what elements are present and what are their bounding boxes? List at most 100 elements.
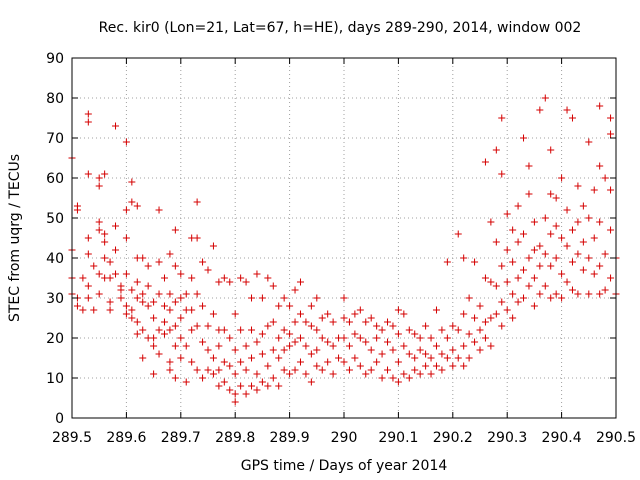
data-point: [209, 354, 217, 362]
y-tick-label: 0: [55, 411, 64, 427]
x-tick-label: 289.6: [106, 430, 146, 446]
data-point: [150, 314, 158, 322]
data-point: [248, 294, 256, 302]
data-point: [231, 346, 239, 354]
chart-title: Rec. kir0 (Lon=21, Lat=67, h=HE), days 2…: [99, 20, 582, 36]
data-point: [563, 278, 571, 286]
data-point: [514, 298, 522, 306]
data-point: [400, 342, 408, 350]
data-point: [384, 338, 392, 346]
data-point: [269, 282, 277, 290]
data-point: [503, 210, 511, 218]
data-point: [150, 342, 158, 350]
data-point: [160, 302, 168, 310]
data-point: [258, 294, 266, 302]
data-point: [122, 310, 130, 318]
data-point: [188, 358, 196, 366]
data-point: [324, 338, 332, 346]
data-point: [237, 382, 245, 390]
data-point: [351, 330, 359, 338]
data-point: [182, 342, 190, 350]
data-point: [275, 382, 283, 390]
data-point: [596, 290, 604, 298]
data-point: [351, 354, 359, 362]
data-point: [302, 342, 310, 350]
x-tick-label: 290.4: [542, 430, 582, 446]
data-point: [465, 294, 473, 302]
data-point: [128, 314, 136, 322]
data-point: [525, 190, 533, 198]
data-point: [568, 226, 576, 234]
data-point: [193, 366, 201, 374]
data-point: [362, 370, 370, 378]
x-tick-labels: 289.5 289.6 289.7 289.8 289.9 290 290.1 290.2 29…: [52, 430, 636, 446]
data-point: [275, 354, 283, 362]
data-point: [574, 250, 582, 258]
data-point: [204, 366, 212, 374]
data-point: [514, 274, 522, 282]
data-point: [248, 382, 256, 390]
data-point: [487, 314, 495, 322]
data-point: [405, 374, 413, 382]
data-point: [481, 158, 489, 166]
data-point: [160, 274, 168, 282]
data-point: [144, 302, 152, 310]
data-point: [449, 322, 457, 330]
data-point: [509, 258, 517, 266]
data-point: [286, 370, 294, 378]
data-point: [487, 278, 495, 286]
data-point: [394, 358, 402, 366]
data-point: [454, 354, 462, 362]
data-point: [139, 254, 147, 262]
data-point: [166, 306, 174, 314]
data-point: [220, 358, 228, 366]
data-point: [460, 342, 468, 350]
data-point: [552, 290, 560, 298]
data-point: [84, 234, 92, 242]
data-point: [296, 310, 304, 318]
x-tick-label: 289.9: [270, 430, 310, 446]
data-point: [139, 354, 147, 362]
data-point: [460, 254, 468, 262]
data-point: [204, 322, 212, 330]
data-point: [422, 350, 430, 358]
data-point: [438, 366, 446, 374]
data-point: [171, 262, 179, 270]
data-point: [280, 294, 288, 302]
data-point: [215, 382, 223, 390]
data-point: [568, 258, 576, 266]
data-point: [498, 298, 506, 306]
x-tick-label: 290.3: [487, 430, 527, 446]
data-point: [95, 182, 103, 190]
data-point: [340, 294, 348, 302]
data-point: [269, 346, 277, 354]
data-point: [101, 230, 109, 238]
data-point: [122, 302, 130, 310]
data-point: [536, 106, 544, 114]
data-point: [199, 374, 207, 382]
data-point: [487, 342, 495, 350]
data-point: [563, 206, 571, 214]
x-tick-label: 290.2: [433, 430, 473, 446]
data-point: [373, 322, 381, 330]
y-tick-label: 10: [46, 371, 64, 387]
y-tick-label: 80: [46, 91, 64, 107]
data-point: [601, 174, 609, 182]
data-point: [492, 238, 500, 246]
data-point: [558, 234, 566, 242]
data-point: [302, 370, 310, 378]
data-point: [128, 198, 136, 206]
data-point: [443, 334, 451, 342]
data-point: [547, 146, 555, 154]
data-point: [269, 318, 277, 326]
data-point: [536, 290, 544, 298]
data-point: [182, 378, 190, 386]
x-axis-label: GPS time / Days of year 2014: [241, 458, 448, 474]
data-point: [574, 290, 582, 298]
data-point: [558, 270, 566, 278]
data-point: [438, 350, 446, 358]
data-point: [574, 182, 582, 190]
data-point: [296, 358, 304, 366]
data-point: [155, 206, 163, 214]
data-point: [579, 266, 587, 274]
